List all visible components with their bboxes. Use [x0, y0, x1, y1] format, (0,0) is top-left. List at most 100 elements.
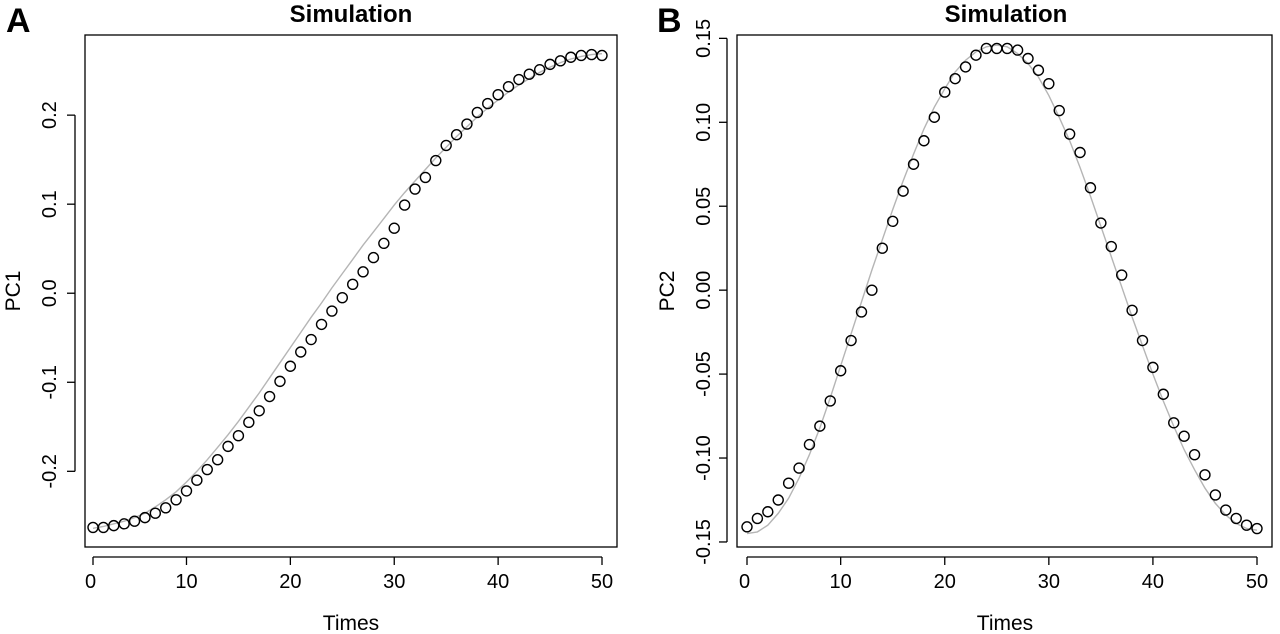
y-tick-label-a: 0.2 — [39, 101, 61, 129]
data-point-b — [824, 395, 836, 407]
data-point-b — [1188, 448, 1201, 461]
data-point-b — [928, 111, 941, 123]
x-tick-label-b: 20 — [934, 571, 956, 593]
data-point-a — [263, 390, 276, 403]
data-point-b — [1178, 430, 1190, 442]
data-point-b — [855, 306, 868, 318]
x-tick-label-b: 30 — [1038, 571, 1060, 593]
x-axis-label-a: Times — [323, 612, 379, 634]
data-point-a — [222, 440, 234, 453]
data-point-b — [1084, 182, 1097, 194]
data-point-b — [782, 477, 795, 489]
data-point-a — [367, 251, 380, 264]
data-point-b — [970, 49, 982, 61]
y-tick-label-b: -0.10 — [693, 435, 715, 481]
panel-a: A Simulation 10 20 30 40 50 0 -0.2 -0.1 0.0 0.1 0.… — [2, 1, 618, 634]
y-tick-label-b: -0.15 — [693, 519, 715, 565]
data-point-b — [1053, 104, 1065, 117]
data-point-a — [502, 80, 515, 93]
y-tick-label-b: 0.15 — [693, 19, 715, 58]
panel-b: B Simulation 10 20 30 40 50 0 -0.15 -0.10 -0.05 0… — [656, 1, 1273, 634]
data-point-b — [1251, 522, 1263, 535]
y-tick-label-b: 0.00 — [693, 271, 715, 310]
data-point-b — [1220, 504, 1232, 516]
data-point-b — [845, 334, 857, 347]
data-point-a — [533, 64, 546, 76]
y-tick-label-b: 0.05 — [693, 187, 715, 226]
data-point-b — [1011, 44, 1024, 56]
y-tick-label-a: -0.1 — [39, 365, 61, 399]
data-point-a — [191, 474, 203, 486]
data-point-a — [461, 118, 473, 130]
data-point-a — [305, 333, 317, 346]
x-axis-label-b: Times — [977, 612, 1033, 634]
plot-frame-a — [84, 34, 618, 548]
data-point-a — [180, 485, 193, 497]
data-point-b — [1126, 304, 1138, 317]
x-tick-label-b: 10 — [830, 571, 852, 593]
data-point-a — [398, 199, 411, 211]
data-point-a — [409, 183, 421, 195]
data-point-b — [762, 506, 774, 518]
data-point-b — [1230, 512, 1242, 525]
plot-frame-b — [736, 34, 1273, 548]
data-point-a — [378, 237, 390, 250]
data-point-b — [1168, 417, 1180, 429]
data-point-b — [939, 86, 951, 98]
data-point-a — [160, 502, 172, 514]
y-tick-label-a: 0.0 — [39, 279, 61, 307]
data-point-b — [907, 158, 920, 170]
data-point-a — [440, 139, 452, 152]
x-tick-label-a: 20 — [279, 571, 301, 593]
x-tick-label-a: 0 — [85, 571, 96, 593]
data-point-a — [471, 106, 484, 119]
data-point-b — [918, 135, 930, 147]
chart-title-b: Simulation — [945, 1, 1068, 28]
data-point-a — [430, 154, 442, 167]
x-tick-label-a: 50 — [591, 571, 613, 593]
panel-letter-b: B — [657, 2, 682, 40]
data-point-a — [565, 51, 577, 63]
data-point-a — [284, 360, 297, 372]
data-point-a — [419, 171, 432, 184]
data-point-b — [949, 72, 961, 85]
fit-curve-a — [92, 53, 603, 529]
data-point-a — [201, 463, 213, 476]
data-point-a — [108, 519, 120, 532]
data-point-b — [834, 365, 847, 377]
data-point-a — [482, 97, 494, 110]
x-tick-label-b: 40 — [1142, 571, 1164, 593]
data-point-b — [751, 512, 764, 525]
data-point-a — [554, 55, 567, 67]
data-point-b — [1209, 489, 1222, 501]
y-axis-label-a: PC1 — [2, 271, 25, 312]
data-point-b — [1032, 64, 1045, 76]
x-tick-label-b: 0 — [739, 571, 750, 593]
data-point-a — [326, 305, 338, 317]
data-point-b — [876, 242, 889, 254]
data-point-a — [118, 518, 130, 530]
data-point-a — [492, 88, 504, 101]
data-point-b — [1115, 269, 1128, 281]
data-point-a — [274, 375, 286, 388]
x-tick-label-a: 40 — [487, 571, 509, 593]
x-tick-label-a: 30 — [383, 571, 405, 593]
data-point-b — [1043, 77, 1055, 90]
data-point-b — [897, 185, 909, 197]
data-point-a — [232, 429, 245, 442]
data-point-b — [1095, 217, 1107, 229]
data-point-b — [1022, 52, 1034, 65]
data-point-a — [128, 515, 141, 527]
data-point-a — [450, 129, 463, 141]
data-point-a — [513, 73, 525, 86]
data-point-b — [814, 420, 826, 432]
y-tick-label-a: -0.2 — [39, 454, 61, 488]
data-points-a — [87, 48, 608, 534]
data-point-a — [346, 278, 359, 291]
y-tick-label-b: 0.10 — [693, 103, 715, 142]
data-point-b — [866, 284, 878, 296]
x-tick-label-a: 10 — [175, 571, 197, 593]
data-point-a — [211, 454, 224, 466]
data-point-a — [149, 507, 162, 519]
